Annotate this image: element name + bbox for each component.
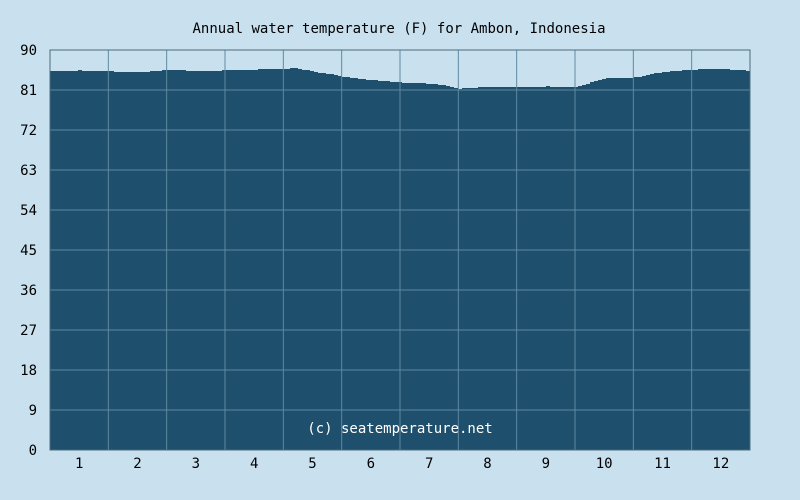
x-tick-label: 9 <box>542 456 550 472</box>
y-axis-ticks: 0 9 18 27 36 45 54 63 72 81 90 <box>20 43 37 459</box>
y-tick-label: 9 <box>29 403 37 419</box>
y-tick-label: 36 <box>20 283 37 299</box>
plot-border <box>49 49 751 451</box>
y-tick-label: 63 <box>20 163 37 179</box>
x-tick-label: 3 <box>192 456 200 472</box>
y-tick-label: 81 <box>20 83 37 99</box>
x-tick-label: 12 <box>712 456 729 472</box>
chart-title: Annual water temperature (F) for Ambon, … <box>192 21 605 37</box>
x-tick-label: 5 <box>308 456 316 472</box>
x-tick-label: 4 <box>250 456 258 472</box>
y-tick-label: 45 <box>20 243 37 259</box>
y-tick-label: 72 <box>20 123 37 139</box>
x-tick-label: 2 <box>133 456 141 472</box>
y-tick-label: 54 <box>20 203 37 219</box>
x-axis-ticks: 1 2 3 4 5 6 7 8 9 10 11 12 <box>75 456 729 472</box>
y-tick-label: 27 <box>20 323 37 339</box>
x-tick-label: 11 <box>654 456 671 472</box>
x-tick-label: 8 <box>483 456 491 472</box>
x-tick-label: 10 <box>596 456 613 472</box>
y-tick-label: 90 <box>20 43 37 59</box>
y-tick-label: 18 <box>20 363 37 379</box>
y-tick-label: 0 <box>29 443 37 459</box>
gridlines <box>49 49 751 451</box>
x-tick-label: 1 <box>75 456 83 472</box>
x-tick-label: 7 <box>425 456 433 472</box>
watermark-label: (c) seatemperature.net <box>307 421 492 437</box>
x-tick-label: 6 <box>367 456 375 472</box>
